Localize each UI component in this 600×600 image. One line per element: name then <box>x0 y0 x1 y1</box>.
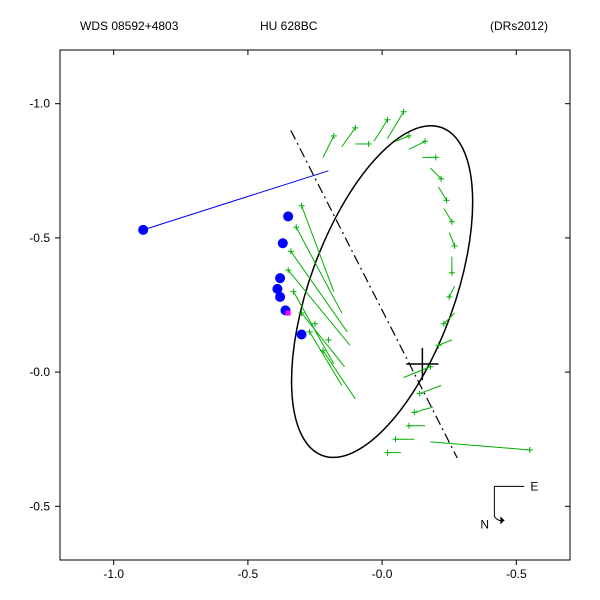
residual-line <box>430 442 529 450</box>
residual-line <box>438 187 446 200</box>
title-left: WDS 08592+4803 <box>80 19 179 33</box>
residual-line <box>409 141 425 149</box>
residual-line <box>374 120 387 141</box>
line-of-nodes <box>291 131 457 458</box>
observation-point <box>138 225 148 235</box>
y-tick-label: -0.0 <box>29 365 50 379</box>
residual-line <box>444 313 455 324</box>
observation-point <box>297 330 307 340</box>
x-tick-label: -0.0 <box>372 567 393 581</box>
observation-point <box>278 238 288 248</box>
y-tick-label: -1.0 <box>29 97 50 111</box>
x-tick-label: -1.0 <box>103 567 124 581</box>
magenta-observation <box>286 311 291 316</box>
x-tick-label: -0.5 <box>506 567 527 581</box>
residual-line <box>414 407 433 412</box>
compass-e-label: E <box>530 479 538 493</box>
y-tick-label: -0.5 <box>29 499 50 513</box>
observation-point <box>275 292 285 302</box>
observation-point <box>283 211 293 221</box>
residual-line <box>387 112 403 139</box>
residual-line <box>323 351 355 399</box>
orbit-plot-svg: WDS 08592+4803 HU 628BC (DRs2012) -1.0 -0.5 -… <box>0 0 600 600</box>
residual-line <box>302 313 345 367</box>
residual-line <box>323 136 334 157</box>
residual-line <box>430 168 441 179</box>
compass-n-arrowhead <box>500 516 504 524</box>
title-right: (DRs2012) <box>490 19 548 33</box>
compass-n-label: N <box>480 517 489 531</box>
orbit-plot-container: WDS 08592+4803 HU 628BC (DRs2012) -1.0 -0.5 -… <box>0 0 600 600</box>
title-center: HU 628BC <box>260 19 318 33</box>
residual-line <box>420 386 441 394</box>
y-tick-label: -0.5 <box>29 231 50 245</box>
x-tick-label: -0.5 <box>238 567 259 581</box>
plot-frame <box>60 50 570 560</box>
residual-line <box>449 286 454 297</box>
residual-line <box>449 233 454 246</box>
blue-connector-line <box>143 171 328 230</box>
residual-line <box>342 128 355 147</box>
observation-point <box>275 273 285 283</box>
residual-line <box>302 206 334 292</box>
residual-line <box>444 208 452 221</box>
residual-line <box>404 367 431 378</box>
